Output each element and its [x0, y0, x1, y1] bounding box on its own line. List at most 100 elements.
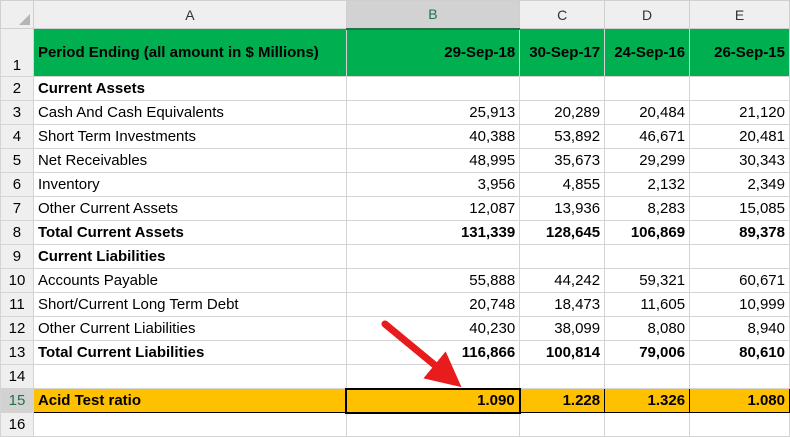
value-cell[interactable]: 44,242	[519, 268, 606, 293]
row-number[interactable]: 6	[0, 172, 34, 197]
cell[interactable]	[345, 364, 521, 389]
value-cell[interactable]: 20,289	[519, 100, 606, 125]
value-cell[interactable]: 12,087	[345, 196, 521, 221]
total-cell[interactable]: 80,610	[689, 340, 790, 365]
value-cell[interactable]: 30,343	[689, 148, 790, 173]
value-cell[interactable]: 2,132	[604, 172, 691, 197]
row-number[interactable]: 16	[0, 412, 34, 437]
cell[interactable]	[689, 364, 790, 389]
value-cell[interactable]: 48,995	[345, 148, 521, 173]
total-label[interactable]: Total Current Assets	[32, 220, 347, 245]
cell[interactable]	[519, 364, 606, 389]
header-date-e[interactable]: 26-Sep-15	[689, 28, 790, 77]
value-cell[interactable]: 59,321	[604, 268, 691, 293]
value-cell[interactable]: 38,099	[519, 316, 606, 341]
value-cell[interactable]: 40,230	[345, 316, 521, 341]
cell[interactable]	[604, 244, 691, 269]
value-cell[interactable]: 15,085	[689, 196, 790, 221]
cell[interactable]	[604, 412, 691, 437]
column-header-e[interactable]: E	[689, 0, 790, 29]
section-title-current-assets[interactable]: Current Assets	[32, 76, 347, 101]
acid-test-value[interactable]: 1.228	[519, 388, 606, 413]
total-cell[interactable]: 128,645	[519, 220, 606, 245]
row-label[interactable]: Inventory	[32, 172, 347, 197]
value-cell[interactable]: 10,999	[689, 292, 790, 317]
value-cell[interactable]: 60,671	[689, 268, 790, 293]
cell[interactable]	[32, 412, 347, 437]
cell[interactable]	[689, 412, 790, 437]
row-label[interactable]: Cash And Cash Equivalents	[32, 100, 347, 125]
value-cell[interactable]: 55,888	[345, 268, 521, 293]
cell[interactable]	[345, 412, 521, 437]
total-cell[interactable]: 89,378	[689, 220, 790, 245]
value-cell[interactable]: 20,748	[345, 292, 521, 317]
value-cell[interactable]: 40,388	[345, 124, 521, 149]
cell[interactable]	[689, 76, 790, 101]
column-header-c[interactable]: C	[519, 0, 606, 29]
value-cell[interactable]: 21,120	[689, 100, 790, 125]
row-number[interactable]: 3	[0, 100, 34, 125]
row-number[interactable]: 8	[0, 220, 34, 245]
row-number[interactable]: 13	[0, 340, 34, 365]
value-cell[interactable]: 8,080	[604, 316, 691, 341]
row-number[interactable]: 5	[0, 148, 34, 173]
row-label[interactable]: Other Current Liabilities	[32, 316, 347, 341]
value-cell[interactable]: 35,673	[519, 148, 606, 173]
value-cell[interactable]: 2,349	[689, 172, 790, 197]
section-title-current-liabilities[interactable]: Current Liabilities	[32, 244, 347, 269]
select-all-corner[interactable]	[0, 0, 34, 29]
row-label[interactable]: Short/Current Long Term Debt	[32, 292, 347, 317]
cell[interactable]	[604, 364, 691, 389]
value-cell[interactable]: 53,892	[519, 124, 606, 149]
cell[interactable]	[519, 412, 606, 437]
value-cell[interactable]: 8,940	[689, 316, 790, 341]
value-cell[interactable]: 8,283	[604, 196, 691, 221]
header-date-c[interactable]: 30-Sep-17	[519, 28, 606, 77]
cell[interactable]	[519, 244, 606, 269]
value-cell[interactable]: 46,671	[604, 124, 691, 149]
total-cell[interactable]: 79,006	[604, 340, 691, 365]
cell[interactable]	[345, 76, 521, 101]
total-cell[interactable]: 116,866	[345, 340, 521, 365]
cell[interactable]	[519, 76, 606, 101]
row-number[interactable]: 12	[0, 316, 34, 341]
value-cell[interactable]: 25,913	[345, 100, 521, 125]
acid-test-value-selected[interactable]: 1.090	[345, 387, 521, 414]
row-number[interactable]: 10	[0, 268, 34, 293]
cell[interactable]	[689, 244, 790, 269]
value-cell[interactable]: 20,481	[689, 124, 790, 149]
header-period-label[interactable]: Period Ending (all amount in $ Millions)	[32, 28, 347, 77]
value-cell[interactable]: 20,484	[604, 100, 691, 125]
row-number[interactable]: 2	[0, 76, 34, 101]
row-label[interactable]: Accounts Payable	[32, 268, 347, 293]
row-label[interactable]: Other Current Assets	[32, 196, 347, 221]
total-cell[interactable]: 106,869	[604, 220, 691, 245]
row-number[interactable]: 14	[0, 364, 34, 389]
row-number[interactable]: 15	[0, 388, 34, 413]
total-label[interactable]: Total Current Liabilities	[32, 340, 347, 365]
column-header-a[interactable]: A	[32, 0, 347, 29]
value-cell[interactable]: 18,473	[519, 292, 606, 317]
value-cell[interactable]: 3,956	[345, 172, 521, 197]
column-header-b[interactable]: B	[345, 0, 521, 30]
acid-test-label[interactable]: Acid Test ratio	[32, 388, 347, 413]
cell[interactable]	[345, 244, 521, 269]
row-number[interactable]: 7	[0, 196, 34, 221]
row-label[interactable]: Short Term Investments	[32, 124, 347, 149]
acid-test-value[interactable]: 1.080	[689, 388, 790, 413]
total-cell[interactable]: 131,339	[345, 220, 521, 245]
total-cell[interactable]: 100,814	[519, 340, 606, 365]
header-date-b[interactable]: 29-Sep-18	[345, 28, 521, 77]
row-number[interactable]: 9	[0, 244, 34, 269]
value-cell[interactable]: 4,855	[519, 172, 606, 197]
cell[interactable]	[604, 76, 691, 101]
column-header-d[interactable]: D	[604, 0, 691, 29]
value-cell[interactable]: 13,936	[519, 196, 606, 221]
value-cell[interactable]: 29,299	[604, 148, 691, 173]
row-number[interactable]: 4	[0, 124, 34, 149]
value-cell[interactable]: 11,605	[604, 292, 691, 317]
row-number[interactable]: 1	[0, 28, 34, 77]
row-label[interactable]: Net Receivables	[32, 148, 347, 173]
cell[interactable]	[32, 364, 347, 389]
header-date-d[interactable]: 24-Sep-16	[604, 28, 691, 77]
